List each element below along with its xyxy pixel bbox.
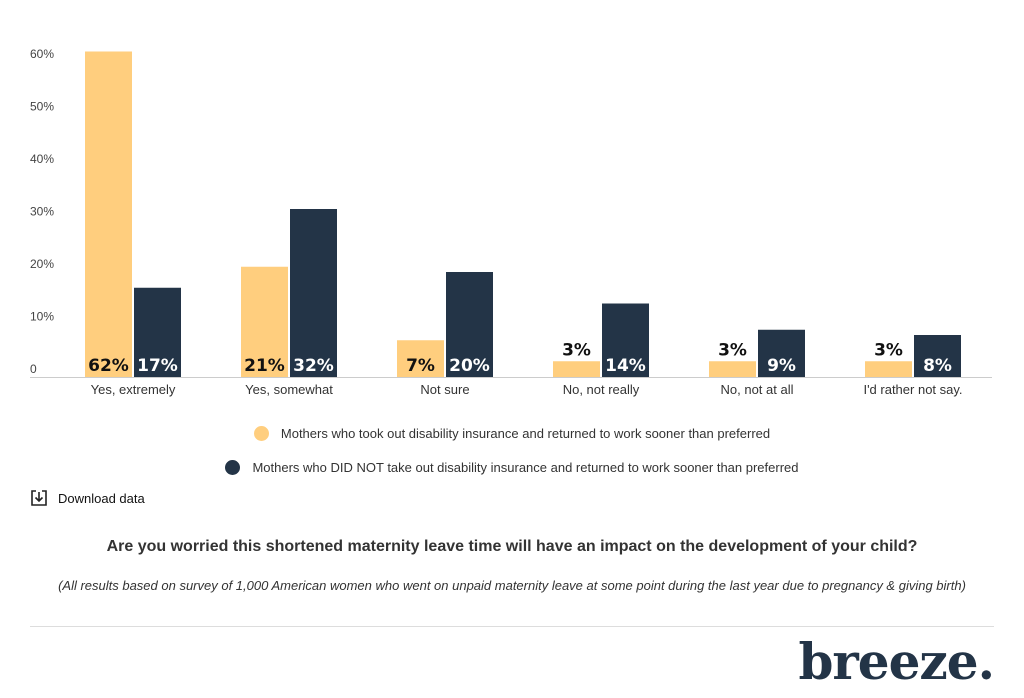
data-label: 8% (923, 356, 952, 376)
data-label: 3% (874, 340, 903, 360)
data-label: 62% (88, 356, 129, 376)
divider (30, 626, 994, 627)
y-tick-label: 20% (30, 257, 54, 271)
data-label: 14% (605, 356, 646, 376)
bar-insured (241, 266, 288, 377)
question-heading: Are you worried this shortened maternity… (106, 538, 918, 555)
y-tick-label: 50% (30, 100, 54, 114)
data-label: 21% (244, 356, 285, 376)
breeze-logo: breeze. (798, 632, 995, 691)
legend-item-insured[interactable]: Mothers who took out disability insuranc… (0, 426, 1024, 441)
bar-uninsured (914, 335, 961, 377)
category-label: Yes, extremely (91, 382, 176, 397)
bar-uninsured (446, 272, 493, 377)
y-tick-label: 60% (30, 47, 54, 61)
bar-uninsured (758, 329, 805, 377)
bar-insured (85, 51, 132, 377)
bar-insured (553, 361, 600, 377)
data-label: 3% (562, 340, 591, 360)
survey-note: (All results based on survey of 1,000 Am… (58, 578, 966, 593)
data-label: 17% (137, 356, 178, 376)
bar-insured (397, 340, 444, 377)
y-tick-label: 10% (30, 310, 54, 324)
y-tick-label: 30% (30, 205, 54, 219)
bar-uninsured (602, 303, 649, 377)
legend-item-uninsured[interactable]: Mothers who DID NOT take out disability … (0, 460, 1024, 475)
category-label: Not sure (420, 382, 469, 397)
y-tick-label: 0 (30, 362, 37, 376)
legend-label-uninsured: Mothers who DID NOT take out disability … (252, 460, 799, 475)
data-label: 7% (406, 356, 435, 376)
download-icon (30, 489, 48, 507)
download-data-button[interactable]: Download data (30, 489, 145, 507)
category-label: I'd rather not say. (863, 382, 962, 397)
bar-uninsured (134, 287, 181, 377)
bar-chart: 0 10% 20% 30% 40% 50% 60% 62% 17% Yes, extremely 2… (30, 47, 992, 397)
y-tick-label: 40% (30, 152, 54, 166)
data-label: 9% (767, 356, 796, 376)
bar-insured (865, 361, 912, 377)
category-label: Yes, somewhat (245, 382, 333, 397)
legend-dot-uninsured (225, 460, 241, 475)
category-label: No, not at all (721, 382, 794, 397)
data-label: 20% (449, 356, 490, 376)
bar-insured (709, 361, 756, 377)
category-label: No, not really (563, 382, 640, 397)
legend-dot-insured (253, 426, 269, 441)
download-label: Download data (58, 490, 145, 506)
data-label: 3% (718, 340, 747, 360)
legend-label-insured: Mothers who took out disability insuranc… (280, 426, 771, 441)
bar-uninsured (290, 209, 337, 377)
data-label: 32% (293, 356, 334, 376)
